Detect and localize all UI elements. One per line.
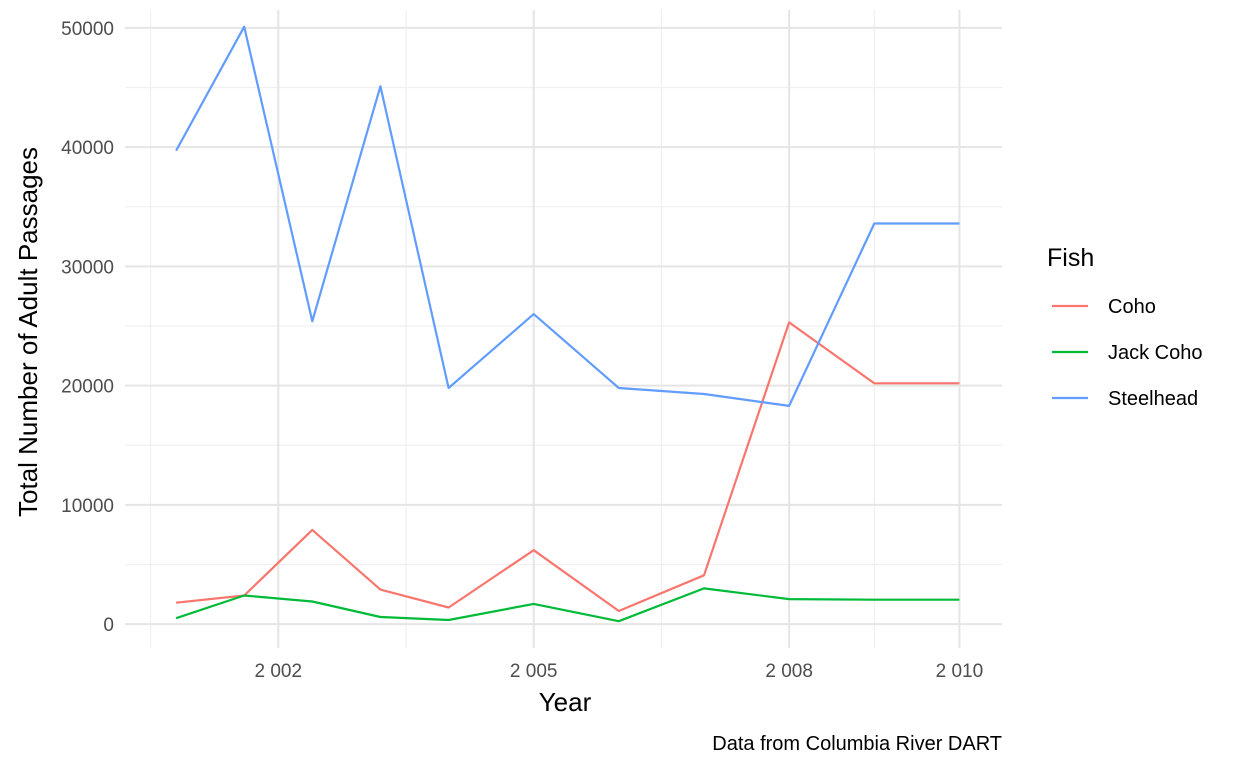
y-tick-label: 10000 <box>61 496 114 517</box>
legend-label: Coho <box>1108 296 1156 318</box>
series-line-jack-coho <box>175 587 960 623</box>
x-axis-ticks: 2 002 2 005 2 008 2 010 <box>254 661 983 682</box>
y-axis-title: Total Number of Adult Passages <box>13 147 43 517</box>
major-gridlines <box>125 10 1002 648</box>
y-tick-label: 50000 <box>61 19 114 40</box>
chart-caption: Data from Columbia River DART <box>712 733 1002 755</box>
x-axis-title: Year <box>539 687 592 717</box>
y-axis-ticks: 0 10000 20000 30000 40000 50000 <box>61 19 114 636</box>
y-tick-label: 20000 <box>61 377 114 398</box>
x-tick-label: 2 008 <box>765 661 813 682</box>
series-line-coho <box>175 321 960 613</box>
x-tick-label: 2 010 <box>936 661 984 682</box>
legend-title: Fish <box>1047 244 1094 272</box>
legend-label: Steelhead <box>1108 388 1198 410</box>
series-line-steelhead <box>175 25 960 407</box>
legend-items: Coho Jack Coho Steelhead <box>1052 296 1203 410</box>
series-lines <box>175 25 960 623</box>
x-tick-label: 2 002 <box>254 661 302 682</box>
y-tick-label: 40000 <box>61 138 114 159</box>
minor-gridlines <box>125 10 1002 648</box>
x-tick-label: 2 005 <box>510 661 558 682</box>
y-tick-label: 0 <box>103 615 114 636</box>
y-tick-label: 30000 <box>61 257 114 278</box>
legend: Fish Coho Jack Coho Steelhead <box>1047 244 1203 410</box>
legend-label: Jack Coho <box>1108 342 1203 364</box>
